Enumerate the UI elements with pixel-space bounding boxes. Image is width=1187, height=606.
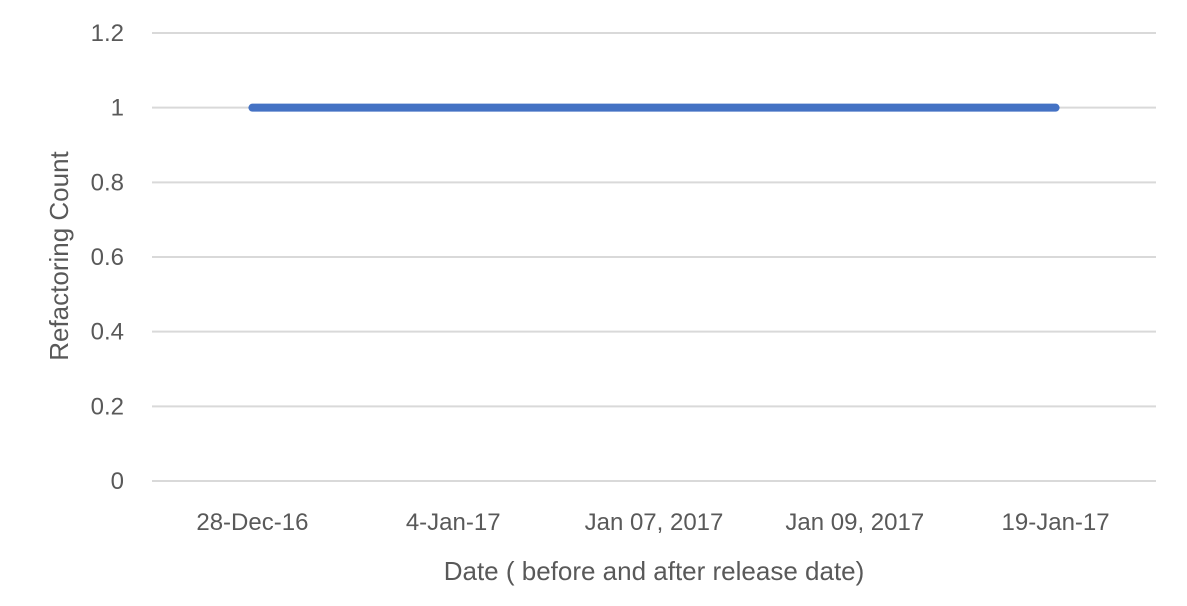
y-tick-label: 0.2 xyxy=(91,393,124,420)
x-tick-label: Jan 07, 2017 xyxy=(585,509,724,536)
y-tick-label: 0.4 xyxy=(91,319,124,346)
x-axis-tick-labels: 28-Dec-16 4-Jan-17 Jan 07, 2017 Jan 09, 201… xyxy=(196,509,1109,536)
x-tick-label: 19-Jan-17 xyxy=(1002,509,1110,536)
x-tick-label: 28-Dec-16 xyxy=(196,509,308,536)
y-tick-label: 1.2 xyxy=(91,20,124,47)
x-axis-title: Date ( before and after release date) xyxy=(444,556,865,586)
y-tick-label: 0 xyxy=(111,468,124,495)
y-axis-tick-labels: 0 0.2 0.4 0.6 0.8 1 1.2 xyxy=(91,20,124,495)
x-tick-label: Jan 09, 2017 xyxy=(785,509,924,536)
y-axis-title: Refactoring Count xyxy=(44,150,74,360)
gridlines xyxy=(152,32,1156,482)
y-tick-label: 0.6 xyxy=(91,244,124,271)
y-tick-label: 1 xyxy=(111,95,124,122)
x-tick-label: 4-Jan-17 xyxy=(406,509,501,536)
y-tick-label: 0.8 xyxy=(91,169,124,196)
